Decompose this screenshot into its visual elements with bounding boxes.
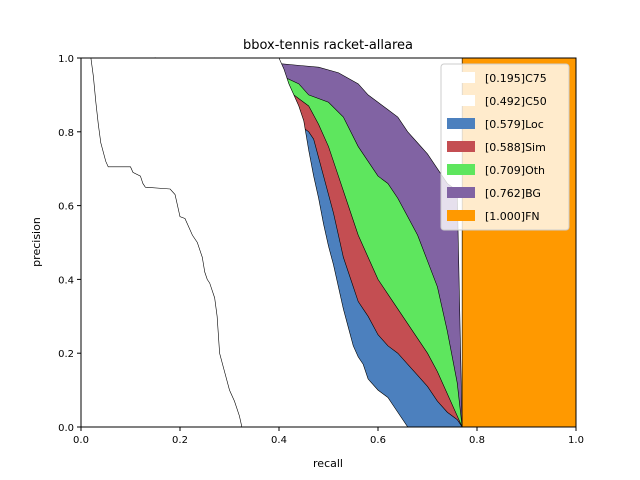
legend-swatch-4 xyxy=(447,164,475,175)
x-tick-label-2: 0.4 xyxy=(271,435,287,446)
y-tick-label-5: 1.0 xyxy=(58,54,74,65)
area-layers xyxy=(80,57,577,428)
x-tick-label-4: 0.8 xyxy=(469,435,485,446)
x-axis: 0.0 0.2 0.4 0.6 0.8 1.0 xyxy=(73,427,584,446)
legend-label-6: [1.000]FN xyxy=(485,210,540,223)
legend-swatch-3 xyxy=(447,141,475,152)
legend-swatch-2 xyxy=(447,118,475,129)
y-axis: 0.0 0.2 0.4 0.6 0.8 1.0 xyxy=(58,54,81,434)
legend-swatch-1 xyxy=(447,95,475,106)
y-tick-label-2: 0.4 xyxy=(58,275,74,286)
legend-label-5: [0.762]BG xyxy=(485,187,541,200)
area-series-0 xyxy=(80,57,243,428)
y-tick-label-1: 0.2 xyxy=(58,349,74,360)
axes-frame xyxy=(80,57,577,428)
legend-swatch-0 xyxy=(447,72,475,83)
legend-label-0: [0.195]C75 xyxy=(485,72,547,85)
x-tick-label-5: 1.0 xyxy=(568,435,584,446)
legend-label-2: [0.579]Loc xyxy=(485,118,544,131)
legend-label-1: [0.492]C50 xyxy=(485,95,547,108)
x-tick-label-3: 0.6 xyxy=(370,435,386,446)
legend-swatch-5 xyxy=(447,187,475,198)
y-axis-label: precision xyxy=(30,217,43,267)
x-axis-label: recall xyxy=(313,457,343,470)
x-tick-label-0: 0.0 xyxy=(73,435,89,446)
y-tick-label-4: 0.8 xyxy=(58,128,74,139)
chart-title: bbox-tennis racket-allarea xyxy=(243,38,413,53)
legend: [0.195]C75 [0.492]C50 [0.579]Loc [0.588]Sim… xyxy=(440,63,570,231)
x-tick-label-1: 0.2 xyxy=(172,435,188,446)
y-tick-label-3: 0.6 xyxy=(58,202,74,213)
legend-label-3: [0.588]Sim xyxy=(485,141,546,154)
legend-swatch-6 xyxy=(447,210,475,221)
y-tick-label-0: 0.0 xyxy=(58,423,74,434)
legend-label-4: [0.709]Oth xyxy=(485,164,545,177)
plot-area xyxy=(80,57,577,428)
